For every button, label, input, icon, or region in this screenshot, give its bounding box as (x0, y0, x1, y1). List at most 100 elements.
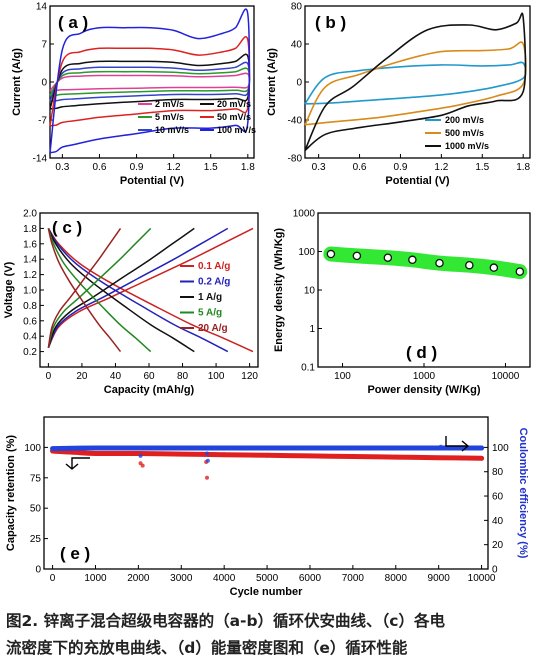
panel-c-charge-line (47, 227, 254, 349)
panel-e-outlier (438, 444, 443, 449)
panel-b-ylabel: Current (A/g) (266, 48, 278, 116)
panel-e-xtick-label: 4000 (213, 573, 236, 584)
panel-e-xtick-label: 6000 (299, 573, 322, 584)
panel-d-ytick-label: 10 (304, 286, 316, 297)
panel-b-ytick-label: 40 (291, 40, 303, 51)
panel-e-label: ( e ) (60, 544, 90, 563)
panel-a-xtick-label: 0.3 (55, 162, 69, 173)
panel-b-ytick-label: 0 (296, 78, 302, 89)
panel-b-legend-label: 500 mV/s (445, 128, 484, 138)
panel-e-y2tick-label: 100 (492, 443, 509, 454)
panel-e-outlier (140, 463, 145, 468)
panel-e-point (479, 455, 484, 461)
panel-b-ytick-label: -80 (288, 154, 303, 165)
panel-e-point (178, 451, 184, 457)
panel-e-point (71, 449, 77, 455)
panel-c-legend-label: 0.1 A/g (198, 261, 230, 272)
panel-c-legend-label: 1 A/g (198, 292, 222, 303)
panel-a-xtick-label: 1.2 (167, 162, 181, 173)
panel-c-ytick-label: 2.0 (23, 209, 37, 220)
panel-c-ylabel: Voltage (V) (3, 261, 15, 318)
panel-c-xtick-label: 80 (177, 371, 189, 382)
panel-b-xtick-label: 1.5 (475, 162, 489, 173)
panel-e-xtick-label: 5000 (256, 573, 279, 584)
caption-line-2: 流密度下的充放电曲线、（d）能量密度图和（e）循环性能 (6, 639, 408, 657)
panel-e-point (307, 445, 313, 451)
panel-e-xtick-label: 7000 (342, 573, 365, 584)
panel-d-point (465, 260, 474, 270)
panel-c-xtick-label: 60 (143, 371, 155, 382)
panel-c-xtick-label: 100 (208, 371, 225, 382)
panel-d: 100 1000 10000 1000 100 10 1 0.1 Power density (… (273, 209, 531, 396)
panel-a-legend-label: 100 mV/s (217, 125, 256, 135)
panel-e-ytick-label: 50 (30, 504, 42, 515)
panel-d-point (352, 251, 362, 261)
panel-d-ylabel: Energy density (Wh/Kg) (273, 228, 285, 352)
panel-e-xtick-label: 3000 (170, 573, 193, 584)
figure-caption: 图2. 锌离子混合超级电容器的（a-b）循环伏安曲线、（c）各电 流密度下的充放… (6, 608, 546, 662)
panel-c-ytick-label: 0.2 (23, 347, 37, 358)
panel-e-point (264, 445, 270, 451)
panel-c-legend-label: 5 A/g (198, 308, 222, 319)
panel-e-right-arrow (445, 436, 470, 452)
panel-e-y2tick-label: 0 (492, 565, 498, 576)
panel-c-xtick-label: 0 (46, 371, 52, 382)
panel-a-ytick-label: 14 (36, 2, 48, 13)
panel-b-ytick-label: -40 (288, 116, 303, 127)
panel-c: 0 20 40 60 80 100 120 2.0 1.8 1.6 1.4 1.2 1.0 0.8 0.6 0… (3, 209, 259, 396)
panel-e-point (221, 445, 227, 451)
panel-d-xtick-label: 1000 (413, 371, 436, 382)
panel-c-discharge-line (47, 228, 229, 353)
panel-e-xtick-label: 9000 (428, 573, 451, 584)
panel-c-ytick-label: 1.6 (23, 239, 37, 250)
panel-e-outlier (205, 475, 210, 480)
panel-c-legend-label: 0.2 A/g (198, 277, 230, 288)
panel-c-ytick-label: 1.8 (23, 224, 37, 235)
panel-a-series-line (49, 53, 251, 110)
panel-e-point (264, 452, 270, 458)
panel-e-left-arrow (65, 457, 90, 470)
panel-a-legend-label: 10 mV/s (155, 125, 189, 135)
panel-d-ytick-label: 1 (309, 324, 315, 335)
panel-a-xtick-label: 0.9 (130, 162, 144, 173)
panel-e-xtick-label: 0 (50, 573, 56, 584)
panel-e-point (93, 451, 98, 456)
panel-e-ytick-label: 75 (30, 473, 42, 484)
panel-b-series-line (304, 41, 527, 126)
panel-c-charge-line (47, 227, 229, 349)
panel-a-series-line (49, 72, 251, 92)
panel-e-point (178, 445, 184, 451)
panel-e-xtick-label: 8000 (385, 573, 408, 584)
panel-e-ytick-label: 25 (30, 534, 42, 545)
panel-e-point (479, 445, 484, 451)
panel-b-xtick-label: 1.2 (434, 162, 448, 173)
panel-d-xtick-label: 10000 (492, 371, 520, 382)
panel-a-xtick-label: 1.5 (204, 162, 218, 173)
panel-d-point (515, 267, 525, 276)
panel-e-y2tick-label: 80 (492, 467, 504, 478)
panel-e-y2tick-label: 20 (492, 540, 504, 551)
panel-a-xlabel: Potential (V) (120, 175, 185, 187)
panel-e-y2tick-label: 60 (492, 492, 504, 503)
panel-c-discharge-line (47, 228, 195, 353)
panel-c-charge-line (47, 227, 152, 348)
panel-c-charge-line (47, 227, 195, 349)
panel-b-legend-label: 200 mV/s (445, 115, 484, 125)
panel-e-point (221, 452, 227, 458)
panel-c-ytick-label: 0.8 (23, 301, 37, 312)
panel-a-ytick-label: 7 (41, 40, 47, 51)
panel-e-outlier (138, 453, 143, 458)
panel-b: 0.3 0.6 0.9 1.2 1.5 1.8 80 40 0 -40 -80 Potential (… (266, 2, 531, 187)
panel-a-xtick-label: 1.8 (241, 162, 255, 173)
panel-a: 0.3 0.6 0.9 1.2 1.5 1.8 14 7 0 -7 -14 Potential (V)… (11, 2, 256, 188)
panel-d-ytick-label: 100 (298, 247, 315, 258)
panel-b-xtick-label: 1.8 (516, 162, 530, 173)
panel-c-charge-line (47, 227, 122, 348)
panel-c-legend-label: 20 A/g (198, 323, 228, 334)
panel-c-discharge-line (47, 228, 152, 353)
panel-a-xtick-label: 0.6 (93, 162, 107, 173)
panel-c-ytick-label: 0.4 (23, 332, 37, 343)
panel-e-ytick-label: 0 (35, 565, 41, 576)
panel-e: 0 1000 2000 3000 4000 5000 6000 7000 8000 9000 100… (5, 416, 529, 598)
